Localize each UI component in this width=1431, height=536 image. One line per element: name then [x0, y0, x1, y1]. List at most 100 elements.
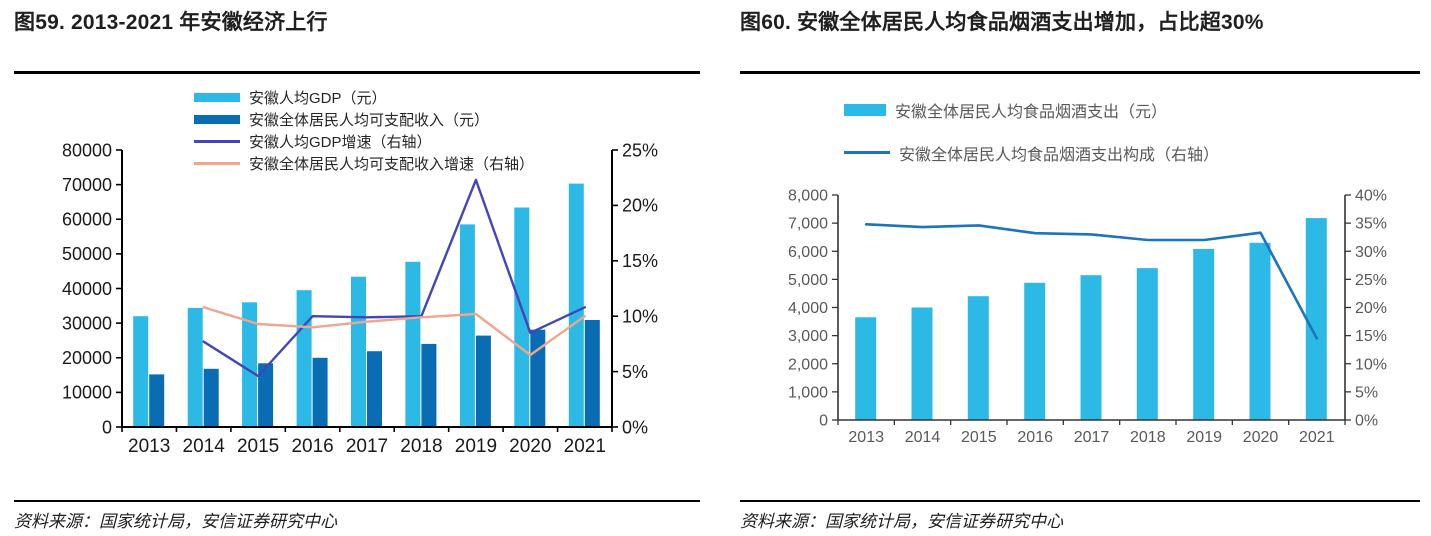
legend-swatch-food-share-line — [844, 151, 890, 154]
y-axis-tick-label: 0 — [102, 417, 112, 437]
x-axis-tick-label: 2016 — [291, 436, 333, 457]
y2-axis-tick-label: 5% — [622, 362, 648, 382]
x-axis-tick-label: 2016 — [1017, 429, 1053, 446]
bar-2016 — [296, 290, 312, 427]
bar-2020 — [514, 207, 530, 427]
y2-axis-tick-label: 5% — [1355, 385, 1378, 402]
bar-2014 — [911, 307, 933, 420]
anhui-gdp-income-chart: 0 10000 20000 30000 40000 50000 60000 70000 8000… — [62, 140, 658, 457]
legend-item-food-spend: 安徽全体居民人均食品烟酒支出（元） — [844, 88, 1219, 131]
legend-label-gdp: 安徽人均GDP（元） — [249, 89, 387, 107]
y-axis-tick-label: 1,000 — [788, 385, 828, 402]
x-axis-tick-label: 2013 — [848, 429, 884, 446]
bar-2019 — [475, 335, 491, 427]
bar-2013 — [855, 317, 877, 420]
legend-swatch-income-bar — [194, 114, 240, 124]
y-axis-tick-label: 4,000 — [788, 300, 828, 317]
x-axis-tick-label: 2019 — [1186, 429, 1222, 446]
y-axis-tick-label: 8,000 — [788, 188, 828, 205]
bar-2014 — [203, 368, 219, 427]
x-axis-tick-label: 2014 — [183, 436, 226, 457]
y2-axis-tick-label: 15% — [622, 251, 658, 271]
x-axis-tick-label: 2020 — [509, 436, 551, 457]
x-axis-tick-label: 2019 — [455, 436, 497, 457]
bar-2016 — [312, 357, 328, 428]
legend-label-income-growth: 安徽全体居民人均可支配收入增速（右轴） — [249, 155, 535, 173]
y-axis-tick-label: 3,000 — [788, 328, 828, 345]
bar-2015 — [258, 363, 274, 427]
legend-label-food-share: 安徽全体居民人均食品烟酒支出构成（右轴） — [899, 146, 1220, 164]
y2-axis-tick-label: 15% — [1355, 328, 1387, 345]
x-axis-tick-label: 2015 — [237, 436, 279, 457]
y2-axis-tick-label: 0% — [622, 417, 648, 437]
x-axis-tick-label: 2020 — [1243, 429, 1279, 446]
figure-59-legend: 安徽人均GDP（元） 安徽全体居民人均可支配收入（元） 安徽人均GDP增速（右轴… — [194, 86, 534, 174]
bar-2016 — [1024, 282, 1046, 421]
x-axis-tick-label: 2021 — [564, 436, 606, 457]
bar-2017 — [351, 276, 366, 427]
x-axis-tick-label: 2015 — [961, 429, 997, 446]
legend-item-gdp-growth: 安徽人均GDP增速（右轴） — [194, 130, 534, 152]
figure-60-legend: 安徽全体居民人均食品烟酒支出（元） 安徽全体居民人均食品烟酒支出构成（右轴） — [844, 88, 1219, 174]
y-axis-tick-label: 40000 — [62, 279, 112, 299]
bar-2015 — [967, 296, 989, 420]
y2-axis-tick-label: 0% — [1355, 413, 1378, 430]
y2-axis-tick-label: 25% — [1355, 272, 1387, 289]
x-axis-tick-label: 2014 — [905, 429, 941, 446]
bar-2018 — [421, 343, 437, 427]
bar-2018 — [405, 261, 421, 427]
figure-60-source: 资料来源：国家统计局，安信证券研究中心 — [740, 512, 1063, 531]
legend-item-income-growth: 安徽全体居民人均可支配收入增速（右轴） — [194, 152, 534, 174]
anhui-food-expenditure-chart: 0 1,000 2,000 3,000 4,000 5,000 6,000 7,000 8,00… — [788, 188, 1387, 446]
trend-line — [202, 178, 586, 378]
bar-2021 — [568, 183, 584, 427]
figure-59-source-rule — [14, 500, 700, 502]
figure-59-title-rule — [14, 71, 700, 74]
legend-swatch-food-spend-bar — [844, 103, 886, 116]
y2-axis-tick-label: 10% — [1355, 356, 1387, 373]
y2-axis-tick-label: 10% — [622, 307, 658, 327]
y2-axis-tick-label: 35% — [1355, 216, 1387, 233]
y-axis-tick-label: 6,000 — [788, 244, 828, 261]
bar-2020 — [1249, 242, 1271, 420]
legend-item-income: 安徽全体居民人均可支配收入（元） — [194, 108, 534, 130]
bar-2013 — [149, 374, 165, 427]
legend-swatch-gdp-bar — [194, 92, 240, 102]
legend-label-food-spend: 安徽全体居民人均食品烟酒支出（元） — [895, 103, 1168, 121]
y-axis-tick-label: 50000 — [62, 244, 112, 264]
bar-2017 — [1080, 275, 1102, 420]
y2-axis-tick-label: 40% — [1355, 188, 1387, 205]
figure-59-title: 图59. 2013-2021 年安徽经济上行 — [14, 11, 328, 34]
x-axis-tick-label: 2018 — [400, 436, 442, 457]
x-axis-tick-label: 2017 — [346, 436, 388, 457]
figure-60-panel: 图60. 安徽全体居民人均食品烟酒支出增加，占比超30% 0 1,000 2,000… — [740, 8, 1420, 532]
x-axis-tick-label: 2017 — [1074, 429, 1110, 446]
bar-2020 — [530, 329, 546, 427]
bar-2019 — [459, 224, 475, 427]
y-axis-tick-label: 0 — [819, 413, 828, 430]
bar-2013 — [133, 316, 149, 427]
x-axis-tick-label: 2021 — [1299, 429, 1335, 446]
bar-2014 — [187, 307, 203, 427]
bar-2021 — [1305, 218, 1327, 420]
y-axis-tick-label: 60000 — [62, 210, 112, 230]
legend-item-food-share: 安徽全体居民人均食品烟酒支出构成（右轴） — [844, 131, 1219, 174]
y2-axis-tick-label: 25% — [622, 140, 658, 160]
x-axis-tick-label: 2018 — [1130, 429, 1166, 446]
bar-2015 — [242, 302, 258, 427]
trend-line — [202, 306, 586, 357]
x-axis-tick-label: 2013 — [128, 436, 170, 457]
y-axis-tick-label: 70000 — [62, 175, 112, 195]
legend-label-gdp-growth: 安徽人均GDP增速（右轴） — [249, 133, 432, 151]
trend-line — [864, 222, 1319, 340]
y2-axis-tick-label: 30% — [1355, 244, 1387, 261]
y2-axis-tick-label: 20% — [1355, 300, 1387, 317]
bar-2018 — [1136, 268, 1158, 420]
figure-60-title-rule — [740, 71, 1420, 74]
figure-59-panel: 图59. 2013-2021 年安徽经济上行 0 10000 20000 30000 4… — [14, 8, 700, 532]
bar-2019 — [1193, 249, 1215, 420]
legend-swatch-gdp-growth-line — [194, 139, 240, 143]
y-axis-tick-label: 80000 — [62, 140, 112, 160]
y-axis-tick-label: 7,000 — [788, 216, 828, 233]
